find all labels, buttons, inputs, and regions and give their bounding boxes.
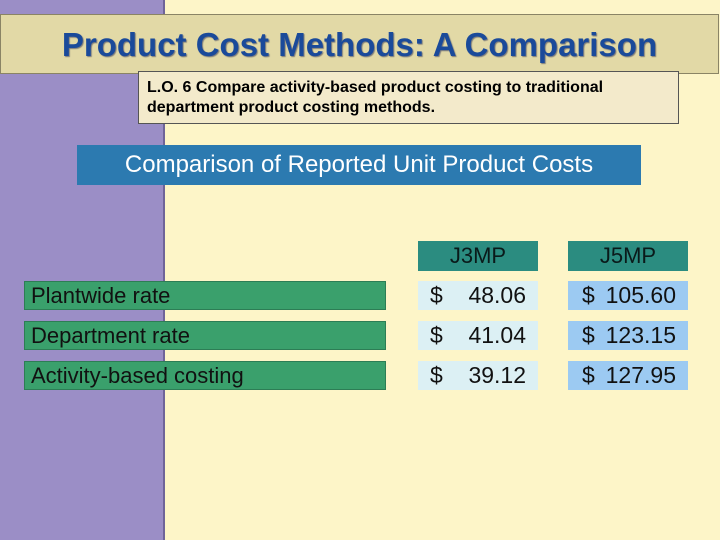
learning-objective-line-2: department product costing methods. [147, 99, 436, 116]
currency-symbol: $ [582, 362, 595, 388]
column-header-j3mp: J3MP [418, 241, 538, 271]
currency-symbol: $ [430, 322, 443, 348]
cell-j3mp-activity-based: $ 39.12 [418, 361, 538, 390]
row-label-department-rate: Department rate [24, 321, 386, 350]
cell-j5mp-activity-based: $ 127.95 [568, 361, 688, 390]
cell-value: 105.60 [605, 282, 676, 308]
cell-j5mp-plantwide: $ 105.60 [568, 281, 688, 310]
cell-value: 48.06 [468, 282, 526, 308]
sidebar-accent [0, 0, 165, 540]
currency-symbol: $ [430, 282, 443, 308]
cell-j3mp-plantwide: $ 48.06 [418, 281, 538, 310]
cell-value: 39.12 [468, 362, 526, 388]
currency-symbol: $ [582, 282, 595, 308]
row-label-plantwide-rate: Plantwide rate [24, 281, 386, 310]
learning-objective-line-1: L.O. 6 Compare activity-based product co… [147, 79, 604, 96]
section-subtitle: Comparison of Reported Unit Product Cost… [77, 145, 641, 185]
currency-symbol: $ [582, 322, 595, 348]
cell-j5mp-department: $ 123.15 [568, 321, 688, 350]
title-bar: Product Cost Methods: A Comparison [0, 14, 719, 74]
cell-j3mp-department: $ 41.04 [418, 321, 538, 350]
cell-value: 123.15 [605, 322, 676, 348]
learning-objective-box: L.O. 6 Compare activity-based product co… [138, 71, 679, 124]
row-label-activity-based-costing: Activity-based costing [24, 361, 386, 390]
cell-value: 127.95 [605, 362, 676, 388]
currency-symbol: $ [430, 362, 443, 388]
page-title: Product Cost Methods: A Comparison [61, 26, 658, 63]
cell-value: 41.04 [468, 322, 526, 348]
column-header-j5mp: J5MP [568, 241, 688, 271]
